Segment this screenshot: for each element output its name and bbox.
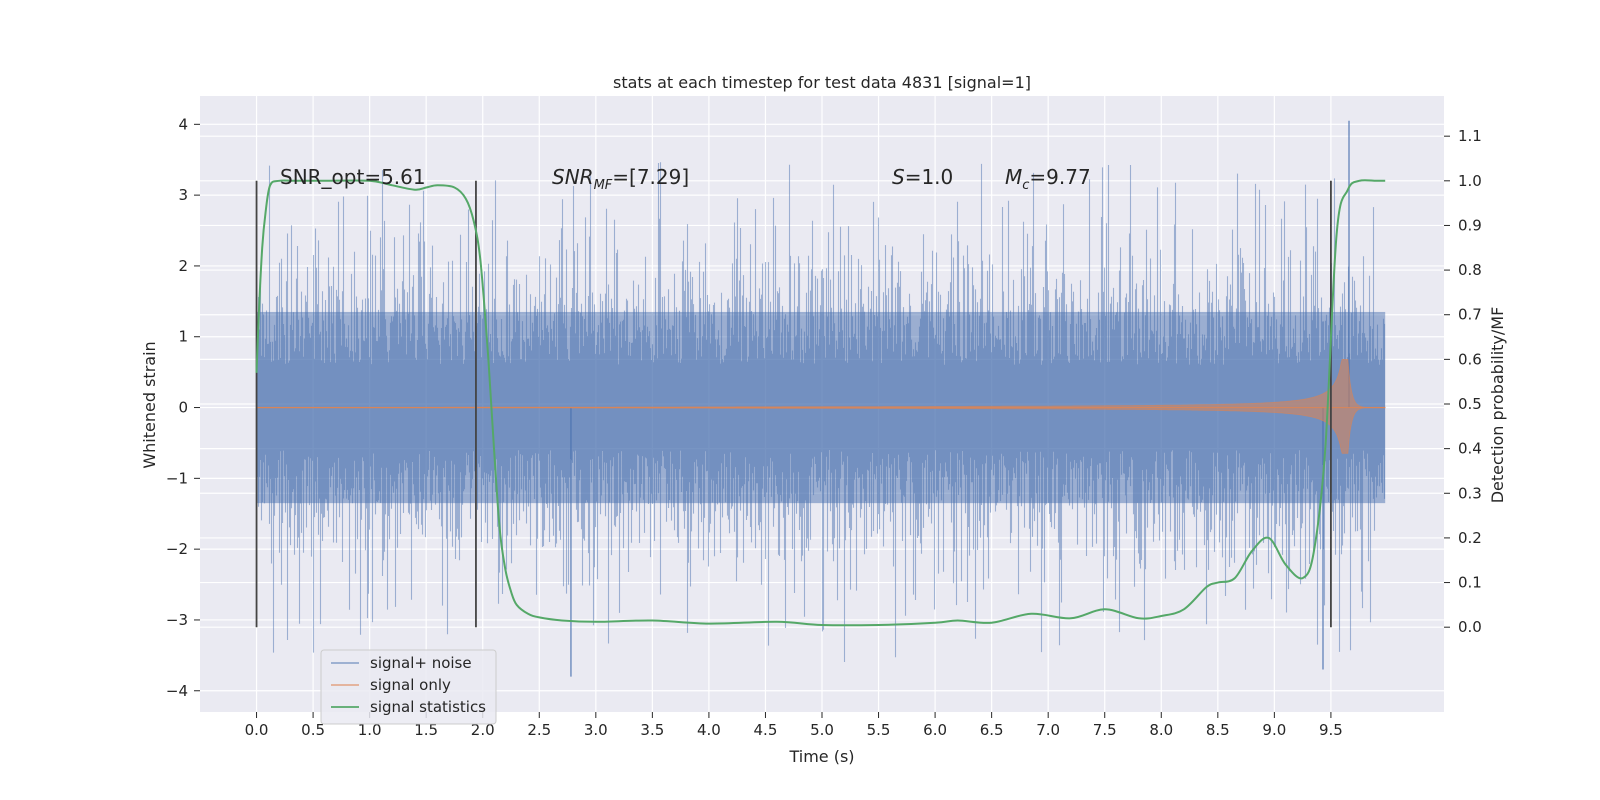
y-right-tick-label: 0.5 [1458, 395, 1482, 413]
s-label: S [892, 165, 905, 189]
x-tick-label: 2.0 [471, 721, 495, 739]
x-tick-label: 4.0 [697, 721, 721, 739]
left-y-axis-ticks: 4 3 2 1 0 −1 −2 −3 −4 [166, 115, 200, 700]
mc-subscript: c [1022, 178, 1029, 193]
x-tick-label: 0.5 [301, 721, 325, 739]
y-right-tick-label: 0.3 [1458, 484, 1482, 502]
y-left-tick-label: 1 [178, 328, 188, 346]
right-y-axis-ticks: 1.1 1.0 0.9 0.8 0.7 0.6 0.5 0.4 0.3 0.2 0.1 0.0 [1444, 127, 1482, 636]
y-right-tick-label: 0.0 [1458, 618, 1482, 636]
snr-opt-annotation: SNR_opt=5.61 [280, 165, 426, 189]
x-tick-label: 7.5 [1093, 721, 1117, 739]
x-tick-label: 6.5 [980, 721, 1004, 739]
left-y-axis-label: Whitened strain [140, 341, 159, 468]
signal-statistics-line [255, 179, 1386, 627]
x-tick-label: 9.0 [1262, 721, 1286, 739]
y-left-tick-label: 4 [178, 115, 188, 133]
y-right-tick-label: 0.7 [1458, 306, 1482, 324]
legend-label-signal-noise: signal+ noise [370, 654, 472, 672]
x-tick-label: 3.5 [640, 721, 664, 739]
y-left-tick-label: 3 [178, 186, 188, 204]
snr-mf-value: =[7.29] [612, 165, 689, 189]
s-value: =1.0 [905, 165, 954, 189]
x-tick-label: 2.5 [527, 721, 551, 739]
snr-mf-subscript: MF [594, 178, 613, 193]
s-annotation: S=1.0 [892, 165, 953, 189]
x-tick-label: 9.5 [1319, 721, 1343, 739]
mc-value: =9.77 [1029, 165, 1090, 189]
snr-mf-annotation: SNRMF=[7.29] [552, 165, 689, 193]
legend-box [320, 649, 497, 725]
vertical-markers [255, 180, 1332, 628]
y-right-tick-label: 0.9 [1458, 216, 1482, 234]
y-left-tick-label: −4 [166, 682, 188, 700]
y-left-tick-label: −3 [166, 611, 188, 629]
x-tick-label: 5.5 [867, 721, 891, 739]
x-tick-label: 7.0 [1036, 721, 1060, 739]
x-tick-label: 1.5 [414, 721, 438, 739]
chart-title: stats at each timestep for test data 483… [613, 73, 1031, 92]
x-tick-label: 0.0 [245, 721, 269, 739]
x-tick-label: 5.0 [810, 721, 834, 739]
y-left-tick-label: −1 [166, 469, 188, 487]
x-tick-label: 1.0 [358, 721, 382, 739]
y-right-tick-label: 0.2 [1458, 529, 1482, 547]
x-tick-label: 8.0 [1149, 721, 1173, 739]
x-axis-ticks: 0.0 0.5 1.0 1.5 2.0 2.5 3.0 3.5 4.0 4.5 5.0 5.5 6.0 6… [245, 712, 1343, 739]
x-axis-label: Time (s) [788, 747, 854, 766]
right-y-axis-label: Detection probability/MF [1488, 307, 1507, 504]
legend: signal+ noise signal only signal statist… [320, 649, 497, 725]
signal-only-series [256, 358, 1386, 454]
mc-annotation: Mc=9.77 [1005, 165, 1091, 193]
x-tick-label: 3.0 [584, 721, 608, 739]
mc-label: M [1005, 165, 1022, 189]
signal-statistics-series [255, 179, 1386, 627]
y-left-tick-label: 2 [178, 257, 188, 275]
legend-label-signal-statistics: signal statistics [370, 698, 486, 716]
y-right-tick-label: 1.0 [1458, 172, 1482, 190]
legend-label-signal-only: signal only [370, 676, 451, 694]
x-tick-label: 8.5 [1206, 721, 1230, 739]
y-right-tick-label: 0.4 [1458, 440, 1482, 458]
snr-mf-prefix: SNR [552, 165, 594, 189]
y-right-tick-label: 1.1 [1458, 127, 1482, 145]
y-right-tick-label: 0.6 [1458, 350, 1482, 368]
y-right-tick-label: 0.8 [1458, 261, 1482, 279]
x-tick-label: 6.0 [923, 721, 947, 739]
y-left-tick-label: 0 [178, 399, 188, 417]
x-tick-label: 4.5 [754, 721, 778, 739]
y-left-tick-label: −2 [166, 540, 188, 558]
y-right-tick-label: 0.1 [1458, 574, 1482, 592]
